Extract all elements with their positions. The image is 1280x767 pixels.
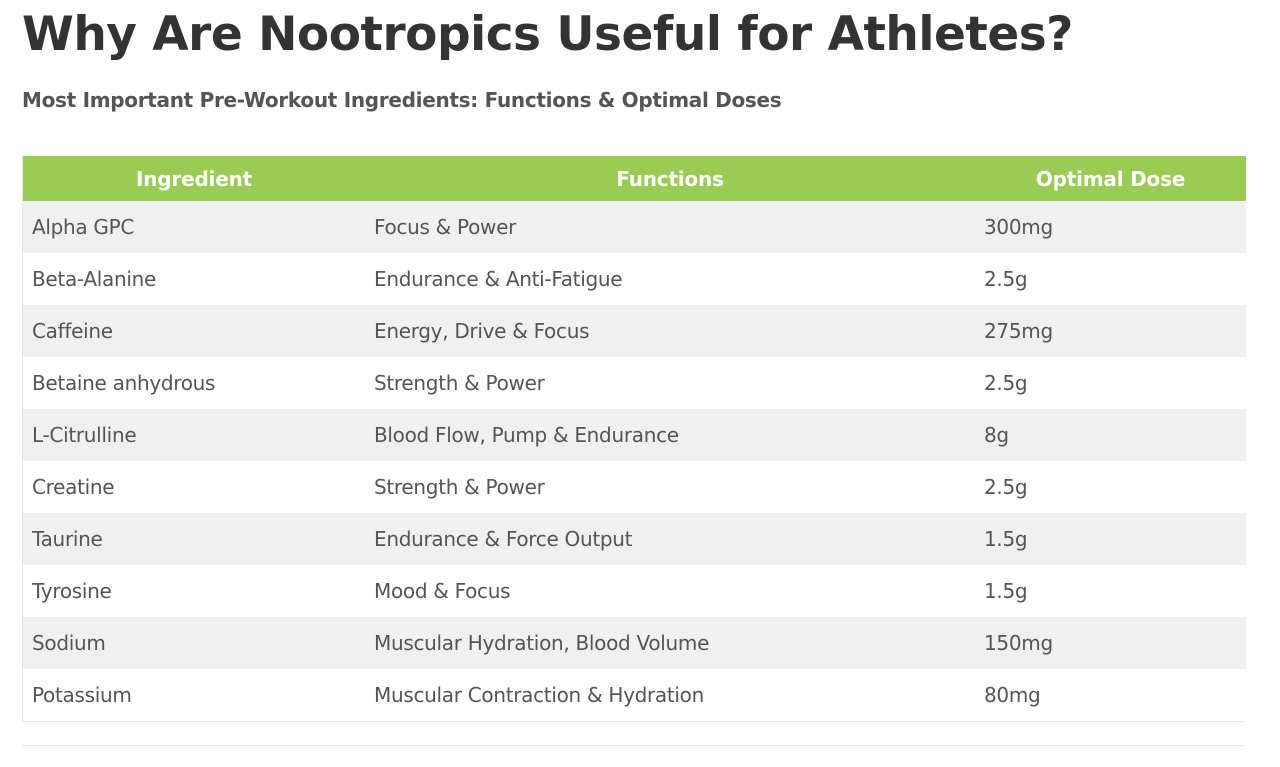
cell-functions: Endurance & Anti-Fatigue (365, 253, 975, 305)
cell-ingredient: Sodium (23, 617, 365, 669)
page-title: Why Are Nootropics Useful for Athletes? (22, 7, 1073, 62)
cell-ingredient: Alpha GPC (23, 201, 365, 253)
cell-dose: 8g (975, 409, 1246, 461)
cell-ingredient: Beta-Alanine (23, 253, 365, 305)
table-row: Betaine anhydrous Strength & Power 2.5g (23, 357, 1246, 409)
header-ingredient: Ingredient (23, 156, 365, 201)
header-functions: Functions (365, 156, 975, 201)
cell-functions: Endurance & Force Output (365, 513, 975, 565)
cell-dose: 150mg (975, 617, 1246, 669)
cell-ingredient: Betaine anhydrous (23, 357, 365, 409)
cell-dose: 2.5g (975, 357, 1246, 409)
cell-ingredient: L-Citrulline (23, 409, 365, 461)
page-subtitle: Most Important Pre-Workout Ingredients: … (22, 88, 782, 112)
table-header-row: Ingredient Functions Optimal Dose (23, 156, 1246, 201)
ingredients-table: Ingredient Functions Optimal Dose Alpha … (22, 156, 1246, 722)
cell-ingredient: Taurine (23, 513, 365, 565)
table-row: L-Citrulline Blood Flow, Pump & Enduranc… (23, 409, 1246, 461)
cell-functions: Strength & Power (365, 461, 975, 513)
cell-functions: Blood Flow, Pump & Endurance (365, 409, 975, 461)
table-row: Potassium Muscular Contraction & Hydrati… (23, 669, 1246, 721)
cell-ingredient: Potassium (23, 669, 365, 721)
cell-dose: 1.5g (975, 513, 1246, 565)
table-row: Caffeine Energy, Drive & Focus 275mg (23, 305, 1246, 357)
table-row: Beta-Alanine Endurance & Anti-Fatigue 2.… (23, 253, 1246, 305)
cell-ingredient: Caffeine (23, 305, 365, 357)
cell-dose: 275mg (975, 305, 1246, 357)
cell-dose: 80mg (975, 669, 1246, 721)
cell-functions: Strength & Power (365, 357, 975, 409)
cell-functions: Mood & Focus (365, 565, 975, 617)
table-row: Taurine Endurance & Force Output 1.5g (23, 513, 1246, 565)
table-row: Alpha GPC Focus & Power 300mg (23, 201, 1246, 253)
table-row: Sodium Muscular Hydration, Blood Volume … (23, 617, 1246, 669)
cell-functions: Muscular Contraction & Hydration (365, 669, 975, 721)
section-divider (22, 745, 1245, 746)
table-row: Creatine Strength & Power 2.5g (23, 461, 1246, 513)
cell-functions: Energy, Drive & Focus (365, 305, 975, 357)
cell-dose: 300mg (975, 201, 1246, 253)
cell-ingredient: Creatine (23, 461, 365, 513)
header-optimal-dose: Optimal Dose (975, 156, 1246, 201)
cell-ingredient: Tyrosine (23, 565, 365, 617)
cell-functions: Focus & Power (365, 201, 975, 253)
cell-dose: 1.5g (975, 565, 1246, 617)
table-row: Tyrosine Mood & Focus 1.5g (23, 565, 1246, 617)
cell-dose: 2.5g (975, 253, 1246, 305)
cell-functions: Muscular Hydration, Blood Volume (365, 617, 975, 669)
cell-dose: 2.5g (975, 461, 1246, 513)
